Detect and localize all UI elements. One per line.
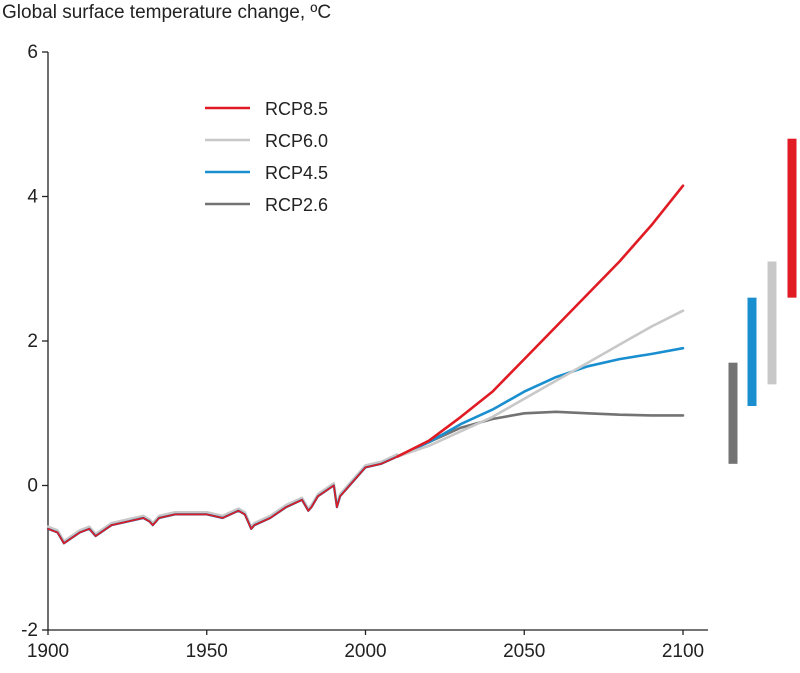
x-tick-label: 1950 <box>186 641 228 662</box>
x-tick-label: 2000 <box>344 641 386 662</box>
range-bars <box>728 138 797 464</box>
legend-label-rcp60: RCP6.0 <box>265 131 328 151</box>
legend-label-rcp85: RCP8.5 <box>265 99 328 119</box>
historical-line-grey <box>46 453 399 543</box>
range-bar-rcp45 <box>747 297 757 407</box>
axes: -2 0 2 4 6 1900 1950 2000 2050 2100 <box>21 42 708 662</box>
x-tick-label: 1900 <box>27 641 69 662</box>
range-bar-rcp26 <box>728 362 738 464</box>
chart-title: Global surface temperature change, ºC <box>2 2 332 23</box>
series-line-rcp85 <box>395 184 685 458</box>
legend-label-rcp26: RCP2.6 <box>265 195 328 215</box>
y-tick-label: 6 <box>27 42 38 63</box>
y-tick-label: -2 <box>21 620 38 641</box>
x-tick-label: 2100 <box>662 641 704 662</box>
y-tick-label: 4 <box>27 187 38 208</box>
series-line-rcp45 <box>395 346 685 458</box>
y-tick-label: 2 <box>27 331 38 352</box>
series-line-rcp26 <box>395 410 685 458</box>
x-tick-label: 2050 <box>503 641 545 662</box>
series-lines <box>46 184 685 545</box>
y-tick-label: 0 <box>27 476 38 497</box>
historical-line-red <box>47 455 399 545</box>
legend: RCP8.5 RCP6.0 RCP4.5 RCP2.6 <box>205 99 328 215</box>
range-bar-rcp60 <box>767 261 777 385</box>
range-bar-rcp85 <box>787 138 797 298</box>
legend-label-rcp45: RCP4.5 <box>265 163 328 183</box>
series-line-rcp60 <box>395 309 685 458</box>
